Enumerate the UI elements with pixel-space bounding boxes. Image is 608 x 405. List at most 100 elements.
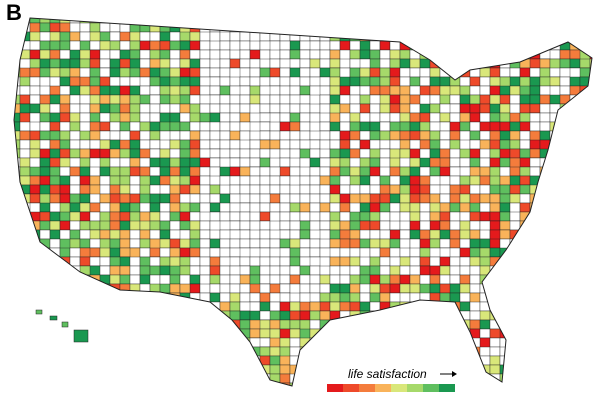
- county: [559, 148, 571, 159]
- county: [79, 130, 91, 141]
- county: [19, 121, 31, 132]
- county: [489, 31, 501, 42]
- county: [249, 157, 261, 168]
- county: [379, 148, 391, 159]
- county: [209, 139, 221, 150]
- county: [579, 382, 591, 386]
- county: [479, 157, 491, 168]
- county: [149, 18, 161, 24]
- county: [209, 67, 221, 78]
- county: [539, 67, 551, 78]
- county: [159, 301, 181, 312]
- county: [39, 175, 51, 186]
- county: [339, 211, 351, 222]
- county: [309, 265, 321, 276]
- county: [469, 220, 481, 231]
- county: [389, 319, 401, 330]
- county: [379, 31, 391, 42]
- county: [209, 364, 221, 375]
- county: [459, 58, 471, 69]
- county: [169, 283, 181, 294]
- county: [539, 31, 551, 42]
- county: [259, 202, 271, 213]
- county: [549, 382, 561, 386]
- county: [519, 202, 531, 213]
- county: [239, 355, 251, 375]
- county: [129, 364, 141, 375]
- county: [89, 148, 101, 159]
- county: [589, 139, 592, 150]
- county: [539, 265, 551, 276]
- county: [409, 18, 421, 24]
- county: [239, 157, 251, 168]
- county: [59, 67, 71, 78]
- county: [309, 67, 321, 78]
- county: [509, 274, 521, 285]
- county: [169, 49, 181, 60]
- county: [519, 85, 531, 96]
- county: [469, 211, 481, 222]
- county: [189, 319, 201, 330]
- county: [469, 85, 481, 96]
- county: [299, 67, 311, 78]
- county: [569, 382, 591, 386]
- county: [139, 346, 151, 357]
- county: [169, 274, 181, 285]
- county: [149, 265, 161, 276]
- county: [319, 328, 331, 339]
- county: [569, 22, 581, 33]
- county: [99, 355, 121, 375]
- county: [479, 85, 491, 96]
- county: [129, 175, 141, 186]
- county: [239, 220, 251, 231]
- county: [49, 220, 61, 231]
- county: [29, 328, 41, 339]
- county: [289, 58, 301, 69]
- county: [209, 283, 221, 294]
- county: [299, 121, 311, 132]
- county: [39, 328, 51, 339]
- county: [279, 184, 291, 195]
- county: [499, 31, 511, 42]
- county: [419, 31, 431, 42]
- county: [239, 346, 251, 357]
- county: [399, 103, 411, 114]
- county: [14, 373, 21, 384]
- county: [259, 382, 281, 386]
- county: [479, 76, 491, 87]
- county: [219, 382, 231, 386]
- county: [219, 103, 231, 114]
- county: [29, 301, 41, 312]
- county: [269, 337, 281, 348]
- county: [49, 103, 61, 114]
- county: [39, 112, 51, 123]
- county: [179, 103, 191, 114]
- county: [489, 184, 501, 195]
- county: [429, 31, 441, 42]
- county: [519, 265, 531, 276]
- county: [419, 67, 431, 78]
- county: [519, 382, 531, 386]
- county: [259, 166, 271, 177]
- county: [529, 94, 541, 105]
- county: [29, 67, 41, 78]
- county: [49, 265, 61, 276]
- county: [199, 67, 211, 78]
- county: [319, 85, 331, 96]
- county: [519, 247, 531, 258]
- county: [409, 283, 421, 294]
- county: [239, 18, 251, 24]
- county: [199, 238, 211, 249]
- county: [119, 337, 131, 348]
- county: [179, 121, 191, 132]
- county: [189, 310, 211, 321]
- county: [39, 211, 51, 222]
- county: [89, 220, 101, 231]
- county: [159, 85, 171, 96]
- county: [69, 256, 81, 267]
- county: [289, 184, 301, 195]
- county: [59, 193, 71, 204]
- county: [569, 364, 591, 375]
- county: [289, 202, 301, 213]
- county: [209, 256, 221, 267]
